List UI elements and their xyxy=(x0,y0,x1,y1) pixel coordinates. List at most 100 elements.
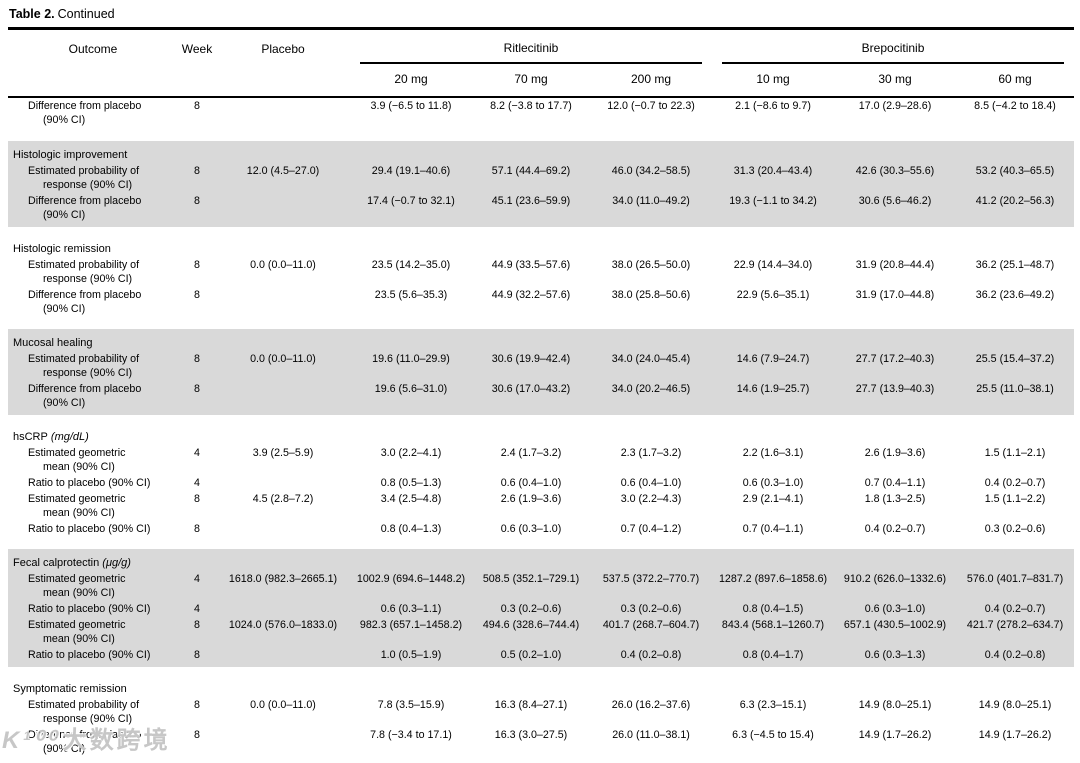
value-cell: 30.6 (19.9–42.4) xyxy=(472,351,590,381)
outcome-cell: Estimated geometric mean (90% CI) xyxy=(28,493,126,519)
value-cell: 2.1 (−8.6 to 9.7) xyxy=(735,100,811,112)
week-cell: 4 xyxy=(194,477,200,489)
value-cell: 17.0 (2.9–28.6) xyxy=(858,100,932,112)
value-cell: 34.0 (20.2–46.5) xyxy=(590,381,713,415)
col-header-placebo: Placebo xyxy=(216,28,350,98)
value-cell: 0.7 (0.4–1.1) xyxy=(864,477,926,489)
section-label: Histologic remission xyxy=(13,243,111,255)
value-cell xyxy=(216,647,350,667)
week-cell: 8 xyxy=(178,381,216,415)
col-group-ritlecitinib: Ritlecitinib xyxy=(350,29,712,64)
outcome-cell: Ratio to placebo (90% CI) xyxy=(8,601,178,617)
section-header-row: hsCRP (mg/dL) xyxy=(8,423,1074,445)
value-cell: 31.9 (17.0–44.8) xyxy=(855,289,935,301)
section-unit: (mg/dL) xyxy=(47,431,89,443)
watermark-logo: K¹⁰⁰ xyxy=(2,727,59,754)
outcome-cell: Difference from placebo (90% CI) xyxy=(28,289,142,315)
section-label: Fecal calprotectin (μg/g) xyxy=(8,549,1075,571)
table-title: Table 2. Continued xyxy=(8,5,1074,27)
value-cell: 57.1 (44.4–69.2) xyxy=(472,163,590,193)
table-row: Estimated geometric mean (90% CI) 4 3.9 (2… xyxy=(8,445,1074,475)
outcome-cell: Ratio to placebo (90% CI) xyxy=(28,477,151,489)
value-cell: 14.9 (8.0–25.1) xyxy=(978,699,1052,711)
value-cell: 910.2 (626.0–1332.6) xyxy=(834,571,957,601)
value-cell: 46.0 (34.2–58.5) xyxy=(590,163,713,193)
col-header-dose-10mg: 10 mg xyxy=(712,64,835,98)
value-cell: 30.6 (17.0–43.2) xyxy=(472,381,590,415)
col-header-outcome: Outcome xyxy=(8,28,178,98)
outcome-cell: Difference from placebo (90% CI) xyxy=(28,729,142,755)
value-cell: 2.3 (1.7–3.2) xyxy=(620,447,682,459)
week-cell: 8 xyxy=(178,163,216,193)
value-cell xyxy=(216,601,350,617)
section-header-row: Fecal calprotectin (μg/g) xyxy=(8,549,1075,571)
value-cell: 14.6 (7.9–24.7) xyxy=(712,351,835,381)
week-cell: 8 xyxy=(194,259,200,271)
week-cell: 8 xyxy=(178,193,216,227)
value-cell: 1.8 (1.3–2.5) xyxy=(864,493,926,505)
value-cell: 1.5 (1.1–2.1) xyxy=(984,447,1046,459)
value-cell: 12.0 (4.5–27.0) xyxy=(216,163,350,193)
value-cell: 982.3 (657.1–1458.2) xyxy=(350,617,472,647)
value-cell: 0.6 (0.4–1.0) xyxy=(620,477,682,489)
value-cell: 8.5 (−4.2 to 18.4) xyxy=(974,100,1056,112)
value-cell: 23.5 (5.6–35.3) xyxy=(374,289,448,301)
value-cell: 29.4 (19.1–40.6) xyxy=(350,163,472,193)
value-cell: 657.1 (430.5–1002.9) xyxy=(834,617,957,647)
outcome-cell: Ratio to placebo (90% CI) xyxy=(28,523,151,535)
table-row: Estimated probability of response (90% C… xyxy=(8,163,1075,193)
value-cell: 2.4 (1.7–3.2) xyxy=(500,447,562,459)
week-cell: 4 xyxy=(178,601,216,617)
value-cell: 2.2 (1.6–3.1) xyxy=(742,447,804,459)
outcome-cell: Ratio to placebo (90% CI) xyxy=(8,647,178,667)
value-cell: 25.5 (11.0–38.1) xyxy=(956,381,1075,415)
value-cell: 42.6 (30.3–55.6) xyxy=(834,163,957,193)
value-cell: 0.5 (0.2–1.0) xyxy=(472,647,590,667)
value-cell: 3.9 (−6.5 to 11.8) xyxy=(370,100,452,112)
week-cell: 8 xyxy=(194,493,200,505)
outcome-cell: Difference from placebo (90% CI) xyxy=(8,381,178,415)
section-mucosal-healing: Mucosal healing Estimated probability of … xyxy=(8,321,1075,415)
value-cell: 36.2 (25.1–48.7) xyxy=(975,259,1055,271)
value-cell: 22.9 (5.6–35.1) xyxy=(736,289,810,301)
week-cell: 8 xyxy=(194,523,200,535)
outcome-cell: Difference from placebo (90% CI) xyxy=(8,193,178,227)
value-cell: 14.9 (1.7–26.2) xyxy=(858,729,932,741)
header-row-groups: Outcome Week Placebo Ritlecitinib Brepoc… xyxy=(8,28,1074,98)
table-row: Estimated geometric mean (90% CI) 4 1618.0… xyxy=(8,571,1075,601)
value-cell: 27.7 (13.9–40.3) xyxy=(834,381,957,415)
value-cell: 0.7 (0.4–1.1) xyxy=(742,523,804,535)
section-fecal-calprotectin: Fecal calprotectin (μg/g) Estimated geome… xyxy=(8,541,1075,667)
table-row: Ratio to placebo (90% CI) 4 0.6 (0.3–1.1) 0… xyxy=(8,601,1075,617)
value-cell: 0.3 (0.2–0.6) xyxy=(472,601,590,617)
section-label: Histologic improvement xyxy=(8,141,1075,163)
value-cell: 38.0 (26.5–50.0) xyxy=(611,259,691,271)
value-cell: 16.3 (3.0–27.5) xyxy=(494,729,568,741)
value-cell: 31.3 (20.4–43.4) xyxy=(712,163,835,193)
value-cell: 38.0 (25.8–50.6) xyxy=(611,289,691,301)
week-cell: 8 xyxy=(194,729,200,741)
value-cell: 0.4 (0.2–0.7) xyxy=(956,601,1075,617)
col-header-dose-200mg: 200 mg xyxy=(590,64,713,98)
table-continued-label: Continued xyxy=(57,7,115,21)
table-row: Ratio to placebo (90% CI) 8 0.8 (0.4–1.3) 0… xyxy=(8,521,1074,541)
section-label: Mucosal healing xyxy=(8,329,1075,351)
value-cell: 0.6 (0.3–1.0) xyxy=(834,601,957,617)
value-cell: 3.9 (2.5–5.9) xyxy=(252,447,314,459)
week-cell: 4 xyxy=(194,447,200,459)
outcome-cell: Estimated probability of response (90% C… xyxy=(8,351,178,381)
value-cell: 2.6 (1.9–3.6) xyxy=(500,493,562,505)
value-cell: 12.0 (−0.7 to 22.3) xyxy=(607,100,695,112)
header-row-doses: 20 mg 70 mg 200 mg 10 mg 30 mg 60 mg xyxy=(8,64,1075,98)
value-cell xyxy=(216,287,350,321)
value-cell: 0.6 (0.3–1.0) xyxy=(742,477,804,489)
value-cell: 7.8 (−3.4 to 17.1) xyxy=(370,729,452,741)
section-histologic-improvement: Histologic improvement Estimated probabil… xyxy=(8,133,1075,227)
value-cell: 1618.0 (982.3–2665.1) xyxy=(216,571,350,601)
week-cell: 8 xyxy=(178,617,216,647)
value-cell: 1287.2 (897.6–1858.6) xyxy=(712,571,835,601)
value-cell: 843.4 (568.1–1260.7) xyxy=(712,617,835,647)
value-cell: 0.0 (0.0–11.0) xyxy=(250,259,316,271)
section-header-row: Mucosal healing xyxy=(8,329,1075,351)
